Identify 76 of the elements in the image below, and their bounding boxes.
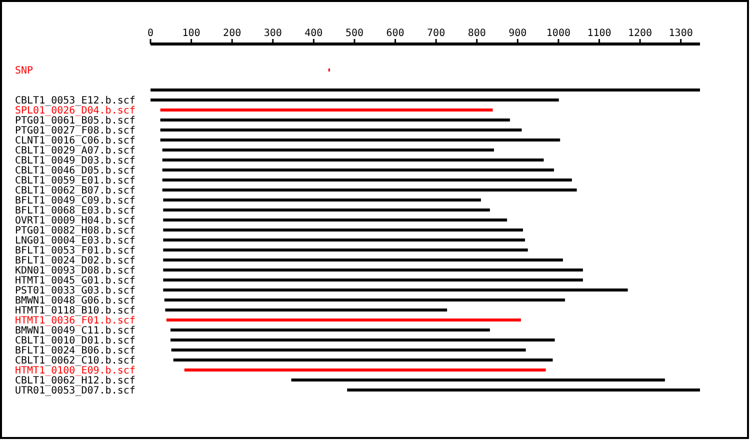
bar — [170, 338, 555, 342]
bar — [163, 268, 583, 272]
bar — [160, 108, 493, 112]
bar — [163, 218, 508, 222]
bar — [163, 198, 481, 202]
y-tick-label: SPL01_0026_D04.b.scf — [15, 106, 136, 116]
bar — [163, 208, 490, 212]
bar — [160, 118, 510, 122]
y-tick-label: CBLT1_0062_C10.b.scf — [15, 356, 136, 366]
y-tick-label: OVRT1_0009_H04.b.scf — [15, 216, 136, 226]
x-tick-label: 600 — [386, 28, 404, 39]
bar — [347, 388, 700, 392]
y-tick-label: KDN01_0093_D08.b.scf — [15, 266, 136, 276]
bar — [173, 358, 553, 362]
y-tick-label: CBLT1_0029_A07.b.scf — [15, 146, 136, 156]
y-tick-label: PTG01_0082_H08.b.scf — [15, 226, 136, 236]
bar — [150, 98, 559, 102]
bar — [163, 238, 525, 242]
x-tick-label: 900 — [508, 28, 527, 39]
x-tick-label: 1300 — [668, 28, 693, 39]
y-tick-label: CLNT1_0016_C06.b.scf — [15, 136, 136, 146]
x-tick-label: 200 — [223, 28, 242, 39]
bar — [165, 308, 448, 312]
y-tick-label: HTMT1_0118_B10.b.scf — [15, 306, 136, 316]
x-tick-label: 300 — [264, 28, 282, 39]
y-tick-label: HTMT1_0100_E09.b.scf — [15, 366, 136, 376]
bar — [162, 168, 554, 172]
bar — [160, 138, 560, 142]
y-tick-label: CBLT1_0059_E01.b.scf — [15, 176, 136, 186]
y-tick-label: BFLT1_0049_C09.b.scf — [15, 196, 136, 206]
x-tick-label: 1200 — [628, 28, 652, 39]
bar — [162, 148, 494, 152]
bar — [150, 88, 700, 92]
y-tick-label: SNP — [15, 66, 34, 76]
y-tick-label: UTR01_0053_D07.b.scf — [15, 386, 136, 396]
bar — [163, 228, 523, 232]
x-tick-label: 1000 — [546, 28, 570, 39]
y-tick-label: PTG01_0061_B05.b.scf — [15, 116, 136, 126]
y-tick-label: BFLT1_0068_E03.b.scf — [15, 206, 136, 216]
x-tick-label: 0 — [147, 28, 154, 39]
bar — [162, 178, 572, 182]
bar — [166, 318, 521, 322]
x-tick-label: 1100 — [587, 28, 612, 39]
y-tick-label: CBLT1_0062_B07.b.scf — [15, 186, 136, 196]
x-tick-label: 500 — [345, 28, 364, 39]
y-tick-label: BFLT1_0024_B06.b.scf — [15, 346, 136, 356]
bar — [163, 278, 583, 282]
y-tick-label: BMWN1_0049_C11.b.scf — [15, 326, 136, 336]
y-tick-label: CBLT1_0010_D01.b.scf — [15, 336, 136, 346]
bar — [163, 258, 563, 262]
bar — [162, 158, 544, 162]
bar — [164, 298, 565, 302]
bar — [184, 368, 546, 372]
y-tick-label: BFLT1_0053_F01.b.scf — [15, 246, 136, 256]
y-tick-label: HTMT1_0045_G01.b.scf — [15, 276, 136, 286]
bar — [163, 288, 628, 292]
bar — [162, 188, 577, 192]
bar — [170, 328, 490, 332]
y-tick-label: BFLT1_0024_D02.b.scf — [15, 256, 136, 266]
y-tick-label: BMWN1_0048_G06.b.scf — [15, 296, 136, 306]
y-tick-label: CBLT1_0053_E12.b.scf — [15, 96, 136, 106]
bar — [291, 378, 665, 382]
x-tick-label: 100 — [182, 28, 200, 39]
y-tick-label: PST01_0033_G03.b.scf — [15, 286, 136, 296]
x-tick-label: 800 — [468, 28, 486, 39]
y-tick-label: CBLT1_0049_D03.b.scf — [15, 156, 136, 166]
bar — [163, 248, 528, 252]
y-tick-label: LNG01_0004_E03.b.scf — [15, 236, 136, 246]
y-tick-label: HTMT1_0036_F01.b.scf — [15, 316, 136, 326]
bar — [160, 128, 522, 132]
y-tick-label: PTG01_0027_F08.b.scf — [15, 126, 136, 136]
y-tick-label: CBLT1_0062_H12.b.scf — [15, 376, 136, 386]
bar — [171, 348, 526, 352]
x-tick-label: 400 — [304, 28, 323, 39]
x-tick-label: 700 — [427, 28, 446, 39]
y-tick-label: CBLT1_0046_D05.b.scf — [15, 166, 136, 176]
